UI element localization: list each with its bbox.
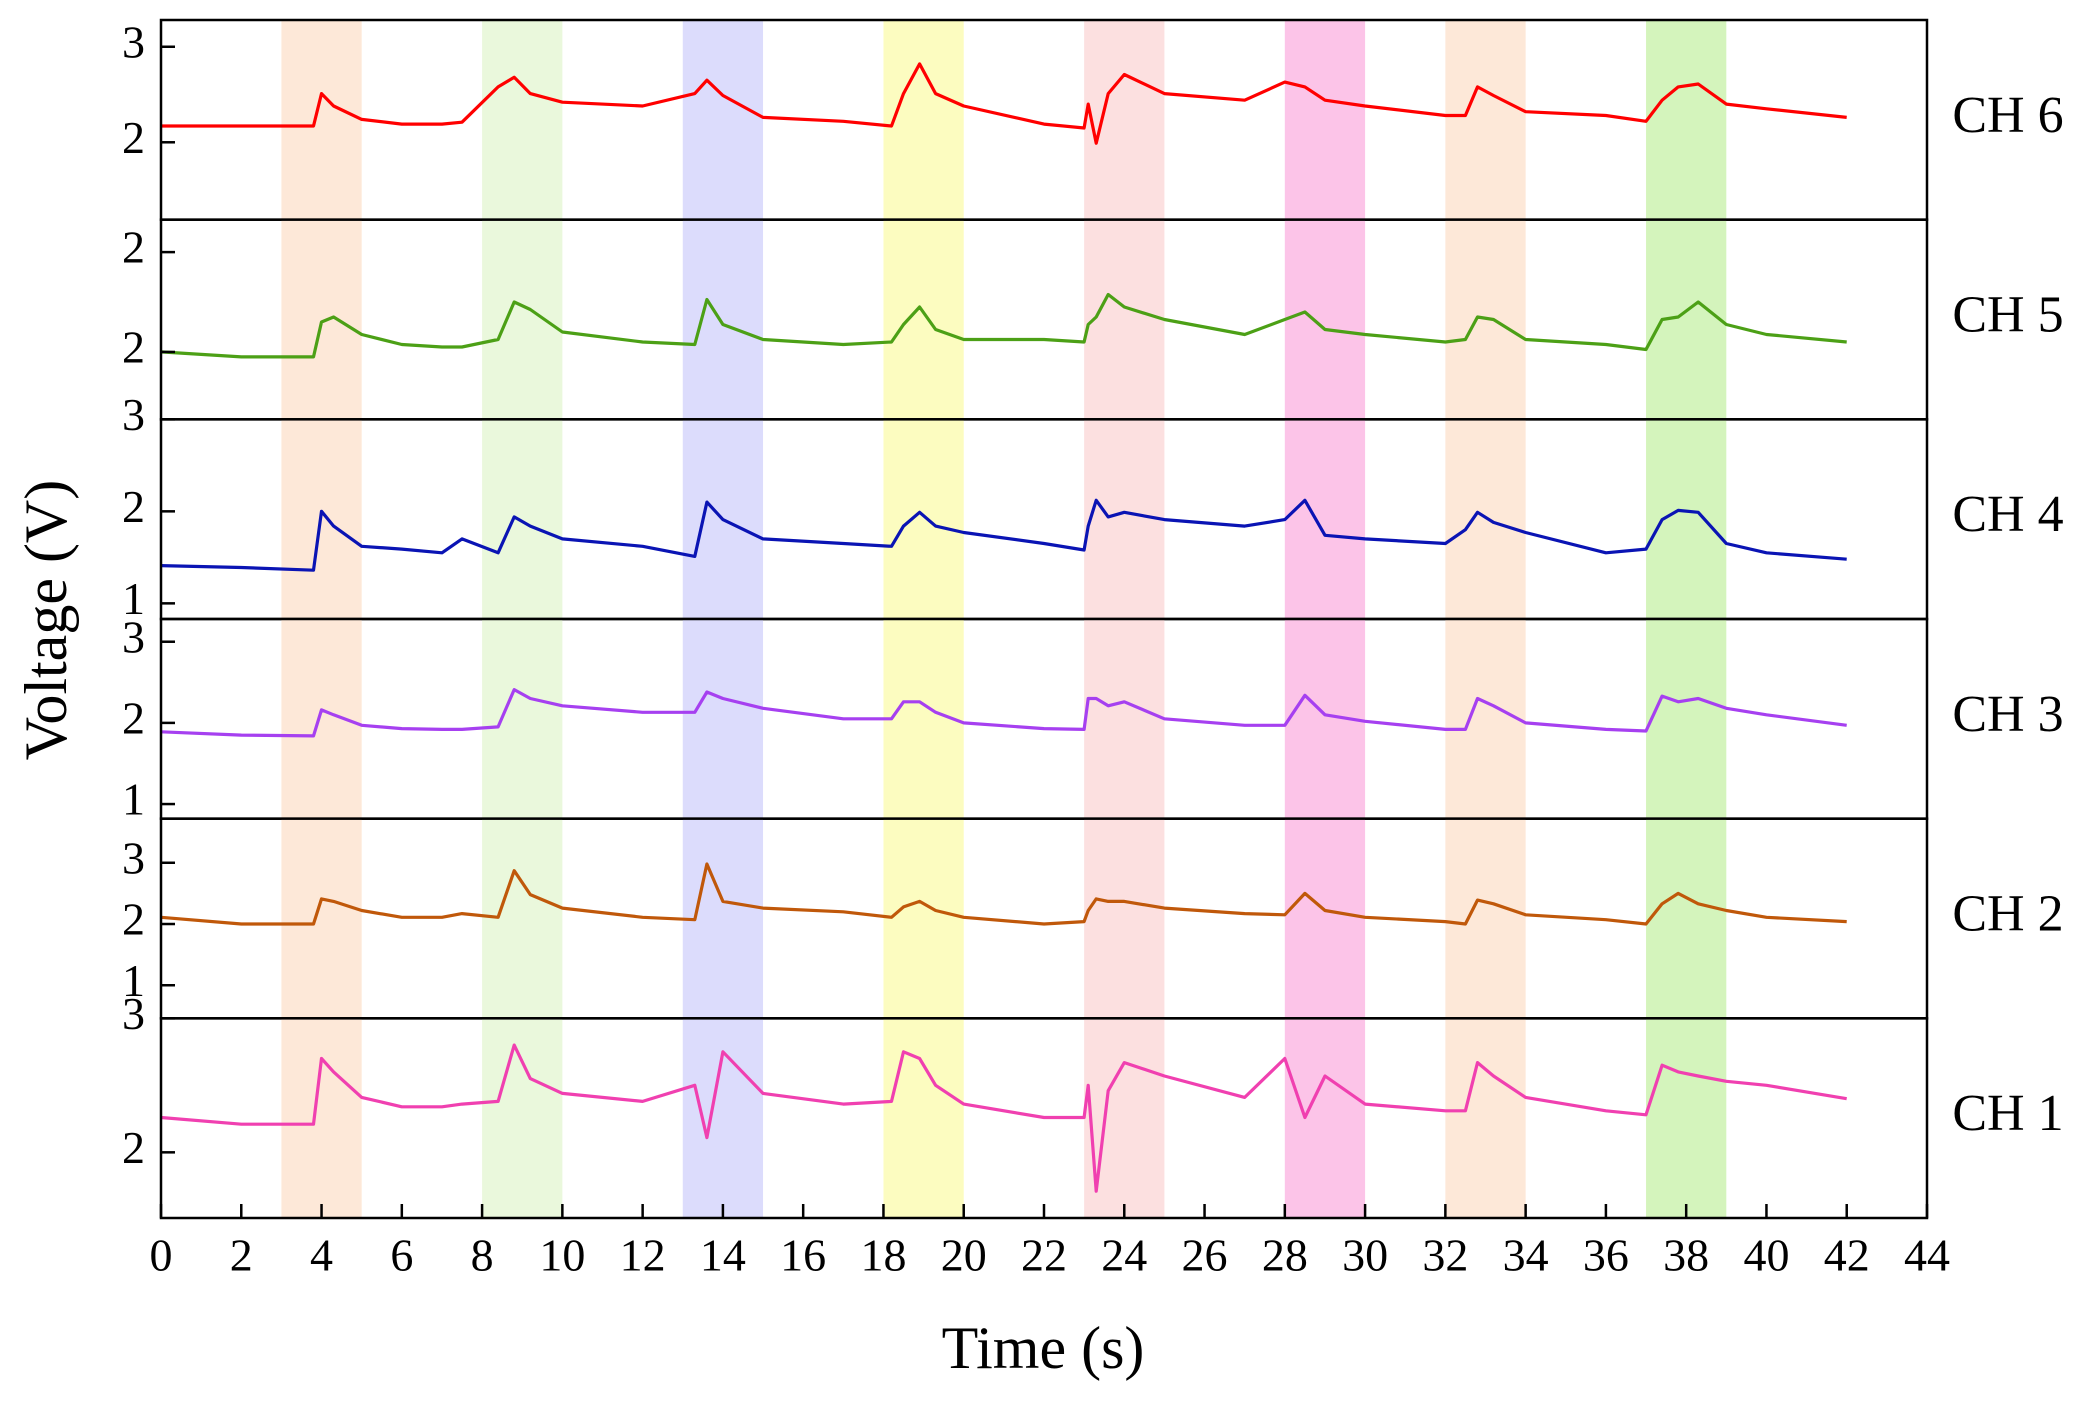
x-tick-label: 24 xyxy=(1101,1230,1147,1281)
panel-label: CH 4 xyxy=(1952,486,2063,543)
highlight-band xyxy=(1084,818,1165,1019)
panel-label: CH 2 xyxy=(1952,885,2063,942)
panel-label: CH 5 xyxy=(1952,286,2063,343)
y-tick-label: 1 xyxy=(122,955,145,1006)
highlight-band xyxy=(1284,219,1366,420)
x-tick-label: 12 xyxy=(620,1230,666,1281)
highlight-band xyxy=(1646,20,1727,220)
data-line xyxy=(160,1043,1847,1193)
y-tick-label: 2 xyxy=(122,692,145,743)
highlight-band xyxy=(682,20,764,220)
y-tick-label: 1 xyxy=(122,573,145,624)
panel-label: CH 1 xyxy=(1952,1085,2063,1142)
y-tick-label: 2 xyxy=(122,112,145,163)
y-tick-label: 3 xyxy=(122,16,145,67)
x-tick-label: 42 xyxy=(1824,1230,1870,1281)
highlight-band xyxy=(1646,219,1727,420)
highlight-band xyxy=(1284,818,1366,1019)
y-tick-label: 2 xyxy=(122,222,145,273)
highlight-band xyxy=(281,20,362,220)
panel-label: CH 3 xyxy=(1952,686,2063,743)
highlight-band xyxy=(281,1018,362,1218)
highlight-band xyxy=(1084,619,1165,819)
y-tick-label: 3 xyxy=(122,988,145,1039)
x-tick-label: 30 xyxy=(1342,1230,1388,1281)
data-line xyxy=(160,688,1847,738)
data-line xyxy=(160,862,1847,926)
data-line xyxy=(160,292,1847,359)
x-tick-label: 2 xyxy=(230,1230,253,1281)
x-tick-label: 36 xyxy=(1583,1230,1629,1281)
y-tick-label: 3 xyxy=(122,611,145,662)
y-axis-label: Voltage (V) xyxy=(13,480,79,761)
highlight-band xyxy=(1084,419,1165,619)
highlight-band xyxy=(1284,419,1366,619)
highlight-band xyxy=(1646,818,1727,1019)
highlight-band xyxy=(482,419,563,619)
highlight-band xyxy=(883,219,964,420)
highlight-band xyxy=(883,419,964,619)
highlight-band xyxy=(1445,619,1526,819)
x-tick-label: 22 xyxy=(1021,1230,1067,1281)
y-tick-label: 2 xyxy=(122,894,145,945)
highlight-band xyxy=(1284,20,1366,220)
highlight-band xyxy=(1646,419,1727,619)
highlight-band xyxy=(482,219,563,420)
x-tick-label: 4 xyxy=(310,1230,333,1281)
x-tick-label: 16 xyxy=(780,1230,826,1281)
highlight-band xyxy=(1084,20,1165,220)
y-tick-label: 3 xyxy=(122,832,145,883)
x-tick-label: 28 xyxy=(1262,1230,1308,1281)
highlight-band xyxy=(281,818,362,1019)
y-tick-label: 2 xyxy=(122,322,145,373)
y-tick-label: 1 xyxy=(122,774,145,825)
x-tick-label: 6 xyxy=(390,1230,413,1281)
panel-label: CH 6 xyxy=(1952,87,2063,144)
x-tick-label: 40 xyxy=(1743,1230,1789,1281)
x-axis-label: Time (s) xyxy=(942,1315,1145,1381)
x-tick-label: 44 xyxy=(1904,1230,1950,1281)
highlight-band xyxy=(883,1018,964,1218)
highlight-band xyxy=(281,619,362,819)
x-tick-label: 14 xyxy=(700,1230,746,1281)
highlight-band xyxy=(1445,20,1526,220)
highlight-band xyxy=(682,619,764,819)
x-tick-label: 34 xyxy=(1503,1230,1549,1281)
x-tick-label: 26 xyxy=(1182,1230,1228,1281)
highlight-band xyxy=(482,1018,563,1218)
highlight-band xyxy=(883,20,964,220)
y-tick-label: 2 xyxy=(122,1122,145,1173)
x-tick-label: 38 xyxy=(1663,1230,1709,1281)
highlight-band xyxy=(281,219,362,420)
highlight-band xyxy=(682,1018,764,1218)
highlight-band xyxy=(482,619,563,819)
x-tick-label: 20 xyxy=(941,1230,987,1281)
highlight-band xyxy=(1284,1018,1366,1218)
highlight-band xyxy=(482,20,563,220)
y-tick-label: 3 xyxy=(122,389,145,440)
x-tick-label: 32 xyxy=(1422,1230,1468,1281)
highlight-band xyxy=(1084,219,1165,420)
highlight-band xyxy=(1445,1018,1526,1218)
x-tick-label: 8 xyxy=(471,1230,494,1281)
highlight-band xyxy=(1646,619,1727,819)
highlight-band xyxy=(1445,818,1526,1019)
x-tick-label: 0 xyxy=(150,1230,173,1281)
data-line xyxy=(160,498,1847,572)
data-line xyxy=(161,62,1847,145)
highlight-band xyxy=(1646,1018,1727,1218)
highlight-band xyxy=(682,219,764,420)
x-tick-label: 10 xyxy=(539,1230,585,1281)
highlight-band xyxy=(883,818,964,1019)
y-tick-label: 2 xyxy=(122,481,145,532)
x-tick-label: 18 xyxy=(860,1230,906,1281)
